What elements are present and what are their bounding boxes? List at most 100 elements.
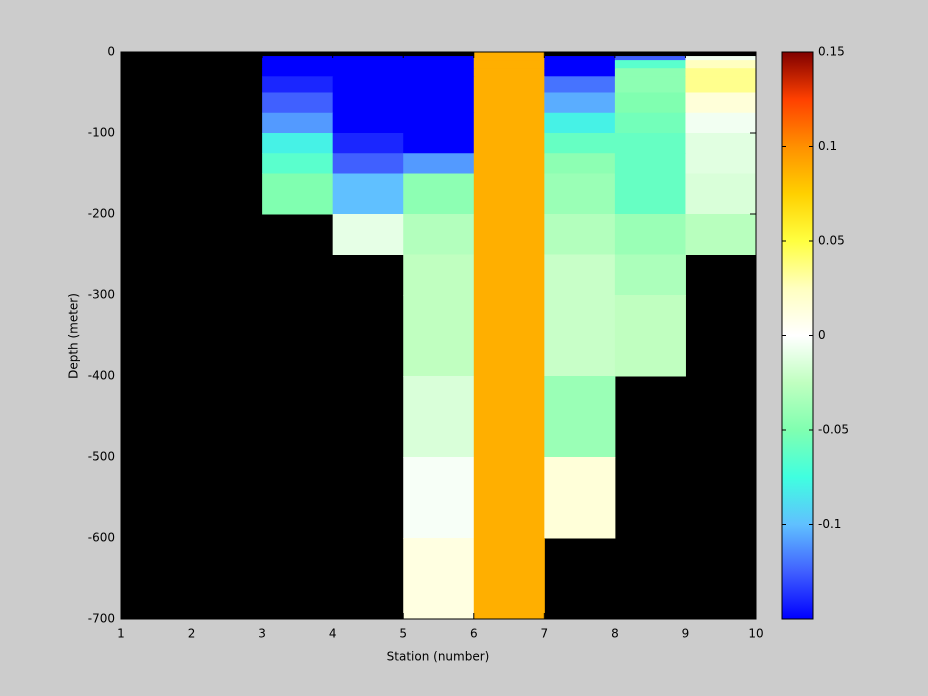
heatmap-cell — [262, 153, 334, 174]
heatmap-cell — [262, 112, 334, 134]
plot-frame — [120, 51, 757, 620]
heatmap-cell — [544, 173, 616, 215]
heatmap-cell — [544, 112, 616, 134]
heatmap-cell — [403, 56, 475, 61]
x-tick-label: 5 — [399, 627, 407, 641]
heatmap-cell — [544, 56, 616, 61]
heatmap-cell — [473, 254, 545, 296]
heatmap-cell — [332, 173, 404, 215]
heatmap-cell — [614, 76, 686, 93]
colorbar-tick-label: 0 — [818, 328, 826, 342]
y-tick-label: -700 — [88, 612, 115, 626]
colorbar-tick-label: -0.1 — [818, 517, 841, 531]
heatmap-cell — [473, 173, 545, 215]
heatmap-cell — [403, 92, 475, 114]
heatmap-cell — [544, 60, 616, 69]
y-tick-label: -500 — [88, 450, 115, 464]
x-tick-label: 7 — [541, 627, 549, 641]
heatmap-cell — [685, 112, 757, 134]
heatmap-cell — [685, 60, 757, 69]
heatmap-cell — [614, 92, 686, 114]
heatmap-cell — [262, 76, 334, 93]
heatmap-cell — [403, 376, 475, 458]
heatmap-cell — [544, 133, 616, 154]
heatmap-cell — [262, 60, 334, 69]
heatmap-cell — [332, 76, 404, 93]
heatmap-cell — [473, 56, 545, 61]
heatmap-cell — [685, 92, 757, 114]
colorbar-tick-label: 0.15 — [818, 45, 845, 59]
heatmap-cell — [403, 457, 475, 539]
heatmap-cell — [332, 214, 404, 255]
heatmap-cell — [614, 153, 686, 174]
colorbar-tick-label: -0.05 — [818, 423, 849, 437]
x-tick-label: 1 — [117, 627, 125, 641]
heatmap-cell — [403, 76, 475, 93]
heatmap-cell — [403, 214, 475, 255]
heatmap-cell — [473, 295, 545, 377]
heatmap-cell — [403, 112, 475, 134]
heatmap-cell — [403, 295, 475, 377]
heatmap-cell — [262, 92, 334, 114]
heatmap-cell — [544, 214, 616, 255]
heatmap-cell — [473, 457, 545, 539]
heatmap-cell — [473, 153, 545, 174]
heatmap-cell — [403, 538, 475, 620]
x-tick-label: 2 — [188, 627, 196, 641]
heatmap-cell — [473, 133, 545, 154]
heatmap-cell — [614, 68, 686, 77]
heatmap-cell — [332, 112, 404, 134]
heatmap-cell — [614, 60, 686, 69]
heatmap-cell — [685, 153, 757, 174]
heatmap-cell — [332, 92, 404, 114]
heatmap-cell — [473, 52, 545, 57]
heatmap-cell — [403, 60, 475, 69]
heatmap-cell — [544, 76, 616, 93]
heatmap-cell — [473, 68, 545, 77]
heatmap-cell — [614, 112, 686, 134]
x-tick-label: 6 — [470, 627, 478, 641]
colorbar-tick-label: 0.05 — [818, 234, 845, 248]
heatmap-cell — [473, 76, 545, 93]
heatmap-cell — [473, 214, 545, 255]
y-tick-label: -400 — [88, 369, 115, 383]
heatmap-cell — [332, 133, 404, 154]
heatmap-cell — [685, 173, 757, 215]
heatmap-cell — [614, 295, 686, 377]
y-axis-label: Depth (meter) — [67, 293, 81, 379]
x-tick-label: 4 — [329, 627, 337, 641]
heatmap-cell — [614, 173, 686, 215]
heatmap-cell — [685, 56, 757, 61]
heatmap-cell — [262, 68, 334, 77]
heatmap-cell — [544, 254, 616, 296]
heatmap-cell — [614, 56, 686, 61]
heatmap-cell — [332, 60, 404, 69]
y-tick-label: 0 — [107, 45, 115, 59]
x-tick-label: 8 — [611, 627, 619, 641]
x-tick-label: 10 — [748, 627, 763, 641]
heatmap-cell — [544, 457, 616, 539]
heatmap-cell — [685, 133, 757, 154]
heatmap-cell — [262, 56, 334, 61]
heatmap-cell — [544, 153, 616, 174]
x-axis-label: Station (number) — [387, 650, 490, 664]
heatmap-cell — [403, 173, 475, 215]
heatmap-cell — [473, 92, 545, 114]
x-tick-label: 9 — [682, 627, 690, 641]
heatmap-cell — [544, 295, 616, 377]
heatmap-cell — [262, 133, 334, 154]
heatmap-cell — [403, 153, 475, 174]
colorbar — [781, 51, 814, 620]
heatmap-cell — [262, 173, 334, 215]
heatmap-cell — [332, 153, 404, 174]
colorbar-tick-label: 0.1 — [818, 139, 837, 153]
heatmap-cell — [614, 133, 686, 154]
heatmap-cell — [332, 68, 404, 77]
heatmap-cell — [403, 254, 475, 296]
heatmap-cell — [544, 376, 616, 458]
heatmap-cell — [403, 68, 475, 77]
heatmap-cell — [614, 254, 686, 296]
heatmap-cell — [473, 538, 545, 620]
